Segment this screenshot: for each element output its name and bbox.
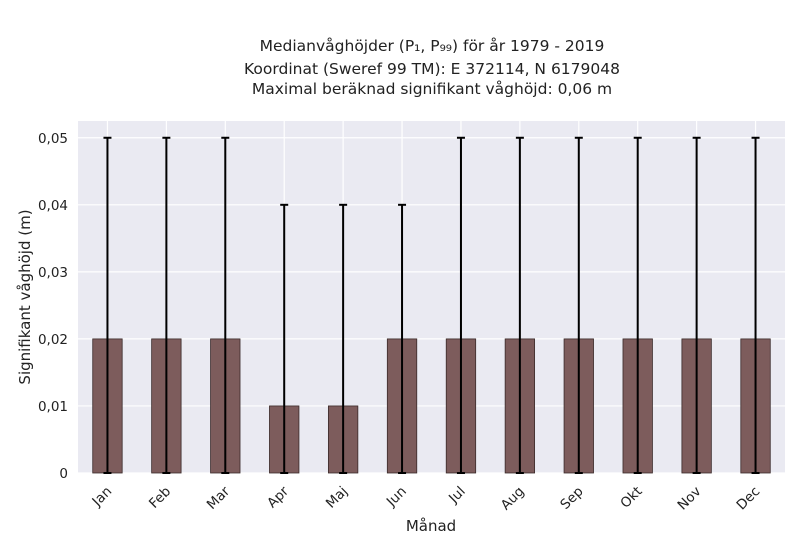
x-tick-label: Apr xyxy=(264,483,292,511)
chart-title: Medianvåghöjder (P₁, P₉₉) för år 1979 - … xyxy=(244,37,620,98)
x-tick-label: Feb xyxy=(146,484,174,512)
x-axis-ticks: Jan Feb Mar Apr Maj Jun Jul Aug Sep Okt Nov Dec xyxy=(89,483,764,513)
x-tick-label: Jul xyxy=(445,484,469,508)
y-tick-label: 0,05 xyxy=(38,131,68,147)
plot-area xyxy=(78,121,785,473)
x-tick-label: Aug xyxy=(498,484,528,514)
x-tick-label: Jan xyxy=(89,484,116,511)
error-bars xyxy=(103,136,760,474)
y-tick-label: 0 xyxy=(59,466,68,482)
x-tick-label: Dec xyxy=(734,484,764,514)
title-line-2: Koordinat (Sweref 99 TM): E 372114, N 61… xyxy=(244,60,620,78)
y-tick-label: 0,01 xyxy=(38,399,68,415)
title-line-1: Medianvåghöjder (P₁, P₉₉) för år 1979 - … xyxy=(260,37,605,55)
y-axis-ticks: 0 0,01 0,02 0,03 0,04 0,05 xyxy=(38,131,68,482)
x-tick-label: Maj xyxy=(323,484,351,512)
x-axis-label: Månad xyxy=(406,517,456,535)
x-tick-label: Mar xyxy=(204,483,234,513)
x-tick-label: Nov xyxy=(675,484,705,514)
y-tick-label: 0,02 xyxy=(38,332,68,348)
y-tick-label: 0,04 xyxy=(38,198,68,214)
x-tick-label: Jun xyxy=(383,484,410,511)
title-line-3: Maximal beräknad signifikant våghöjd: 0,… xyxy=(252,80,612,98)
y-tick-label: 0,03 xyxy=(38,265,68,281)
x-tick-label: Okt xyxy=(617,484,645,512)
x-tick-label: Sep xyxy=(557,484,586,513)
y-axis-label: Signifikant våghöjd (m) xyxy=(16,209,34,384)
